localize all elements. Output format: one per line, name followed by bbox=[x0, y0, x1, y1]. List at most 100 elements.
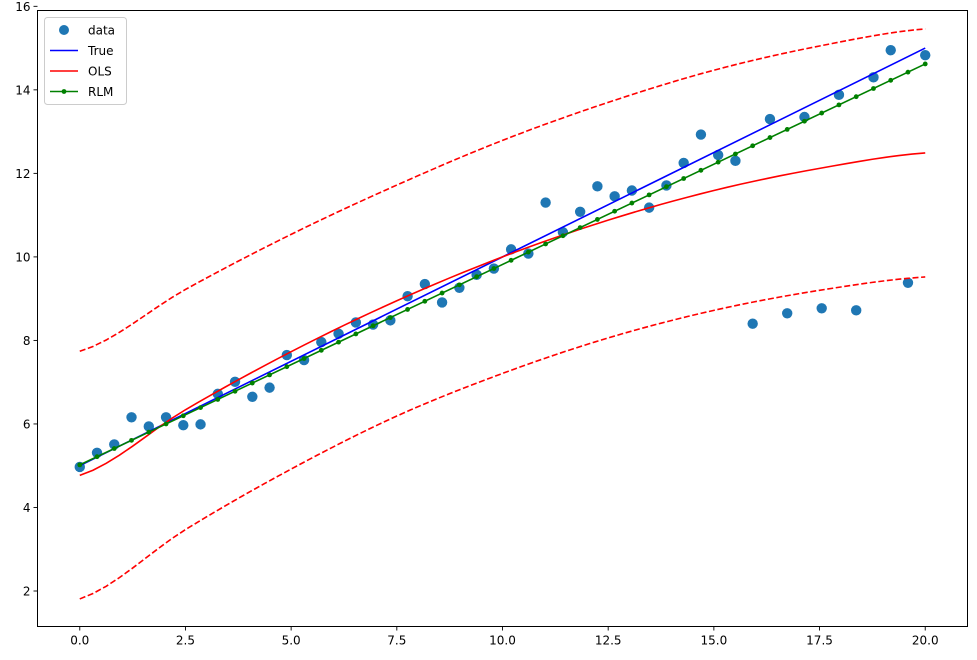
rlm-marker bbox=[111, 446, 117, 451]
rlm-marker bbox=[646, 192, 652, 198]
data-point bbox=[816, 303, 827, 314]
legend-item-rlm: RLM bbox=[50, 85, 113, 99]
rlm-marker bbox=[888, 77, 894, 83]
y-axis: 2 4 6 8 10 12 14 16 bbox=[15, 0, 38, 599]
data-point bbox=[350, 317, 362, 328]
data-points bbox=[74, 44, 931, 473]
rlm-marker bbox=[301, 356, 307, 361]
rlm-marker bbox=[456, 282, 462, 288]
rlm-marker bbox=[439, 290, 445, 296]
rlm-marker bbox=[146, 429, 152, 435]
x-tick-label: 0.0 bbox=[70, 634, 89, 648]
x-tick-label: 17.5 bbox=[806, 634, 833, 648]
data-point bbox=[626, 185, 638, 196]
data-point bbox=[730, 155, 741, 167]
rlm-marker bbox=[612, 208, 618, 214]
x-tick-label: 20.0 bbox=[912, 634, 939, 648]
rlm-marker bbox=[784, 127, 790, 132]
rlm-line bbox=[79, 63, 926, 466]
legend-box bbox=[44, 17, 127, 105]
legend-label: data bbox=[88, 24, 115, 38]
rlm-marker bbox=[249, 380, 255, 386]
rlm-marker bbox=[871, 86, 876, 91]
rlm-marker bbox=[491, 266, 497, 271]
legend-label: True bbox=[87, 44, 114, 58]
data-point bbox=[764, 113, 776, 125]
x-tick-label: 7.5 bbox=[387, 634, 406, 648]
data-point bbox=[609, 191, 620, 202]
rlm-marker bbox=[802, 118, 807, 124]
rlm-marker bbox=[767, 135, 773, 140]
data-point bbox=[126, 412, 137, 423]
rlm-marker bbox=[508, 257, 514, 263]
rlm-marker bbox=[698, 167, 704, 173]
ols-upper-band bbox=[79, 28, 926, 353]
legend-item-true: True bbox=[50, 44, 114, 58]
rlm-marker bbox=[715, 159, 721, 165]
data-point bbox=[195, 419, 206, 430]
plot-area bbox=[74, 28, 931, 600]
rlm-marker bbox=[595, 217, 600, 222]
x-tick-label: 15.0 bbox=[701, 634, 728, 648]
y-tick-label: 2 bbox=[23, 585, 31, 599]
x-tick-label: 12.5 bbox=[595, 634, 622, 648]
legend-label: RLM bbox=[88, 85, 113, 99]
legend-marker-icon bbox=[59, 25, 69, 35]
rlm-marker bbox=[905, 69, 911, 75]
rlm-marker bbox=[318, 347, 324, 353]
rlm-marker bbox=[664, 184, 669, 190]
rlm-marker bbox=[370, 323, 376, 329]
data-point bbox=[885, 44, 896, 56]
rlm-marker bbox=[198, 405, 203, 411]
y-tick-label: 6 bbox=[23, 417, 31, 431]
rlm-marker bbox=[94, 454, 100, 460]
rlm-marker bbox=[405, 307, 410, 312]
data-point bbox=[436, 297, 448, 308]
rlm-marker bbox=[215, 397, 221, 402]
y-tick-label: 8 bbox=[23, 334, 31, 348]
rlm-marker bbox=[750, 143, 756, 149]
rlm-marker bbox=[853, 94, 859, 100]
rlm-marker bbox=[577, 225, 583, 230]
rlm-marker bbox=[543, 241, 549, 247]
rlm-marker bbox=[733, 151, 738, 157]
rlm-marker bbox=[77, 462, 83, 468]
x-axis: 0.0 2.5 5.0 7.5 10.0 12.5 15.0 17.5 20.0 bbox=[70, 626, 939, 648]
rlm-marker bbox=[387, 315, 393, 320]
data-point bbox=[782, 308, 793, 319]
x-tick-label: 5.0 bbox=[282, 634, 301, 648]
data-point bbox=[747, 318, 758, 329]
legend-item-ols: OLS bbox=[50, 65, 112, 79]
data-point bbox=[540, 197, 551, 208]
rlm-marker bbox=[336, 339, 341, 345]
legend-dot-icon bbox=[61, 89, 67, 94]
data-point bbox=[592, 181, 603, 192]
rlm-marker bbox=[267, 372, 272, 378]
y-tick-label: 4 bbox=[23, 501, 31, 515]
rlm-marker bbox=[629, 200, 635, 206]
rlm-marker bbox=[525, 249, 531, 255]
y-tick-label: 10 bbox=[15, 250, 30, 264]
data-point bbox=[247, 391, 258, 403]
rlm-marker bbox=[180, 413, 186, 419]
data-point bbox=[695, 129, 707, 140]
rlm-marker bbox=[560, 233, 566, 239]
legend: data True OLS RLM bbox=[44, 17, 127, 105]
ols-line bbox=[79, 152, 926, 477]
y-tick-label: 16 bbox=[15, 0, 30, 14]
data-point bbox=[143, 421, 155, 432]
y-tick-label: 12 bbox=[15, 167, 30, 181]
data-point bbox=[178, 420, 189, 431]
rlm-marker bbox=[474, 274, 480, 280]
rlm-marker bbox=[681, 176, 687, 181]
rlm-marker bbox=[922, 61, 928, 67]
rlm-marker bbox=[819, 110, 825, 116]
legend-label: OLS bbox=[88, 65, 112, 79]
rlm-marker bbox=[422, 298, 428, 304]
data-point bbox=[920, 49, 931, 61]
rlm-marker bbox=[284, 364, 290, 370]
data-point bbox=[454, 282, 465, 294]
data-point bbox=[574, 206, 586, 217]
